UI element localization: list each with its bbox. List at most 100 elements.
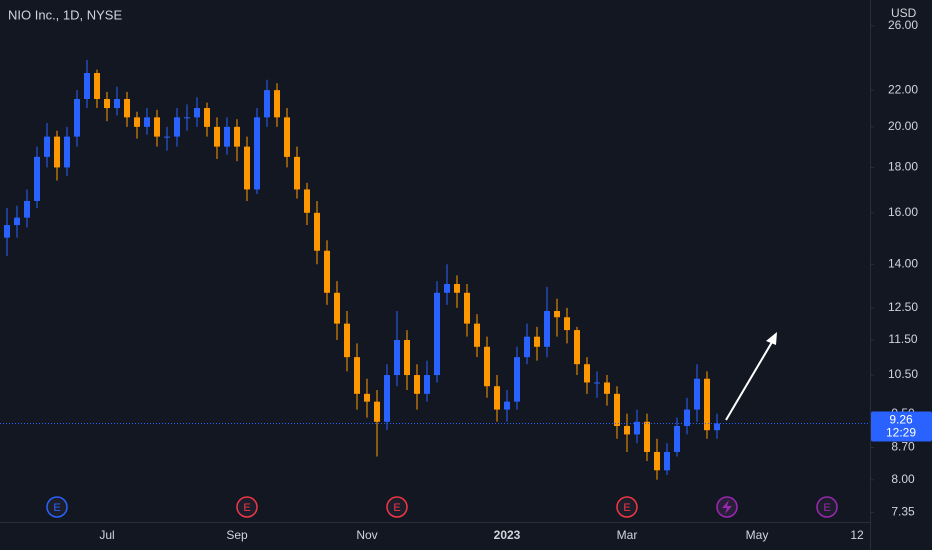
- candle-body: [34, 156, 40, 201]
- countdown-label: 12:29: [886, 426, 916, 440]
- candle-body: [154, 117, 160, 137]
- candle-body: [484, 346, 490, 387]
- x-tick-label: 2023: [494, 528, 521, 542]
- candle-body: [244, 146, 250, 190]
- x-axis: Jul Sep Nov 2023 Mar May 12: [99, 528, 864, 542]
- candle-body: [104, 98, 110, 109]
- candle-body: [374, 401, 380, 422]
- candle-body: [164, 136, 170, 138]
- y-tick-label: 26.00: [888, 18, 918, 32]
- candle-body: [404, 340, 410, 376]
- y-tick-label: 8.70: [891, 440, 915, 454]
- candle-body: [494, 386, 500, 410]
- x-tick-label: May: [746, 528, 769, 542]
- candle-body: [604, 382, 610, 394]
- candle-body: [194, 108, 200, 118]
- candle-body: [684, 409, 690, 426]
- event-circle: [46, 496, 68, 518]
- event-label: E: [53, 502, 60, 514]
- candle-body: [224, 126, 230, 147]
- event-circle: [616, 496, 638, 518]
- candle-body: [394, 340, 400, 376]
- candle-body: [274, 90, 280, 118]
- candle-body: [524, 336, 530, 358]
- candle-body: [174, 117, 180, 137]
- candle-body: [44, 136, 50, 157]
- candle-body: [644, 421, 650, 452]
- candle-body: [264, 90, 270, 118]
- candle-body: [434, 292, 440, 376]
- candle-body: [94, 73, 100, 99]
- candle-body: [534, 336, 540, 347]
- candle-body: [444, 283, 450, 293]
- event-circle: [816, 496, 838, 518]
- y-tick-label: 11.50: [888, 332, 917, 346]
- candle-body: [294, 156, 300, 190]
- x-tick-label: Sep: [226, 528, 248, 542]
- candle-body: [364, 393, 370, 402]
- event-circle: [386, 496, 408, 518]
- candle-body: [284, 117, 290, 157]
- candle-body: [714, 423, 720, 431]
- candle-body: [544, 310, 550, 347]
- candle-body: [694, 378, 700, 410]
- candle-body: [324, 250, 330, 293]
- candle-body: [254, 117, 260, 190]
- candle-body: [424, 375, 430, 394]
- y-tick-label: 12.50: [888, 300, 918, 314]
- candle-body: [134, 117, 140, 127]
- y-tick-label: 14.00: [888, 256, 918, 270]
- candle-body: [504, 401, 510, 410]
- candle-body: [474, 323, 480, 347]
- dividend-marker: [716, 496, 738, 518]
- candle-body: [704, 378, 710, 431]
- y-tick-label: 7.35: [891, 505, 915, 519]
- event-label: E: [623, 502, 630, 514]
- candle-body: [64, 136, 70, 168]
- x-tick-label: Mar: [617, 528, 638, 542]
- chart-title: NIO Inc., 1D, NYSE: [8, 7, 122, 22]
- candle-body: [384, 375, 390, 422]
- candle-body: [144, 117, 150, 127]
- y-tick-label: 22.00: [888, 82, 918, 96]
- candle-body: [584, 364, 590, 383]
- arrow-line: [725, 336, 776, 421]
- candle-body: [54, 136, 60, 168]
- candle-body: [234, 126, 240, 147]
- candle-body: [514, 357, 520, 402]
- event-label: E: [823, 502, 830, 514]
- candles: [4, 59, 720, 480]
- candle-body: [204, 108, 210, 127]
- candle-body: [304, 189, 310, 213]
- candle-body: [654, 451, 660, 471]
- event-label: E: [243, 502, 250, 514]
- candle-body: [214, 126, 220, 147]
- candle-body: [564, 317, 570, 331]
- price-label: 9.26: [889, 413, 913, 427]
- arrow-annotation: [725, 332, 777, 421]
- candle-body: [24, 200, 30, 218]
- candle-body: [614, 393, 620, 426]
- y-tick-label: 18.00: [888, 160, 918, 174]
- candle-body: [414, 375, 420, 394]
- candle-body: [634, 421, 640, 435]
- candle-body: [114, 98, 120, 109]
- candle-body: [624, 425, 630, 435]
- event-label: E: [393, 502, 400, 514]
- arrow-head: [766, 332, 777, 345]
- candle-body: [574, 330, 580, 365]
- x-tick-label: Jul: [99, 528, 114, 542]
- lightning-icon: [722, 500, 732, 514]
- y-tick-label: 10.50: [888, 367, 918, 381]
- candle-body: [14, 217, 20, 226]
- candle-body: [344, 323, 350, 358]
- candle-body: [314, 212, 320, 251]
- candle-body: [84, 73, 90, 99]
- x-tick-label: Nov: [356, 528, 377, 542]
- candle-body: [674, 425, 680, 452]
